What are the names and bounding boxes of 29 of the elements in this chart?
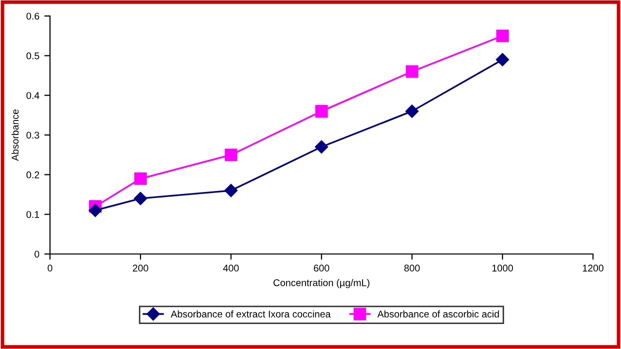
point bbox=[315, 104, 328, 118]
y-tick-label: 0 bbox=[34, 250, 40, 258]
x-tick-label: 200 bbox=[132, 264, 148, 272]
point bbox=[134, 192, 148, 206]
point bbox=[496, 30, 509, 42]
x-tick-label: 600 bbox=[314, 264, 330, 272]
y-axis-title: Absorbance bbox=[11, 109, 19, 161]
y-tick-label: 0.3 bbox=[26, 132, 40, 139]
point bbox=[224, 148, 238, 162]
y-tick-label: 0.6 bbox=[26, 12, 40, 20]
x-tick-label: 1200 bbox=[582, 264, 604, 272]
point bbox=[134, 172, 147, 185]
x-axis-title: Concentration (µg/mL) bbox=[274, 279, 370, 288]
x-tick-label: 0 bbox=[48, 264, 52, 272]
point bbox=[496, 53, 510, 66]
point bbox=[405, 104, 419, 118]
x-tick-label: 400 bbox=[223, 264, 239, 272]
y-tick-label: 0.2 bbox=[26, 171, 40, 178]
point bbox=[314, 140, 328, 154]
y-tick-label: 0.1 bbox=[26, 211, 40, 218]
legend-label: Absorbance of ascorbic acid bbox=[377, 310, 499, 318]
y-tick-label: 0.4 bbox=[26, 92, 40, 99]
point bbox=[406, 65, 418, 78]
legend-label: Absorbance of extract Ixora coccinea bbox=[170, 310, 331, 318]
x-tick-label: 1000 bbox=[492, 264, 513, 272]
point bbox=[224, 184, 238, 198]
x-tick-label: 800 bbox=[404, 264, 420, 272]
y-tick-label: 0.5 bbox=[26, 52, 40, 60]
point bbox=[88, 204, 102, 217]
